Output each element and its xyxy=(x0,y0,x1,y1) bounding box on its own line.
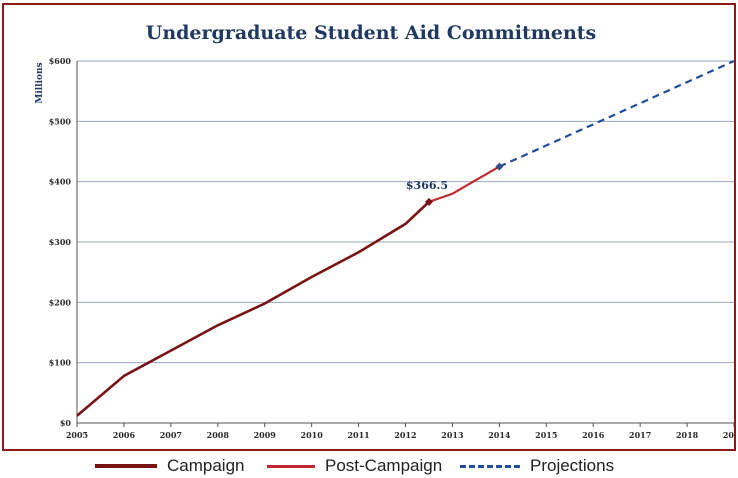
x-tick-label: 2014 xyxy=(488,430,511,440)
legend-swatch-campaign xyxy=(95,464,157,468)
y-tick-label: $200 xyxy=(49,297,72,307)
x-tick-label: 2012 xyxy=(394,430,416,440)
x-tick-label: 2007 xyxy=(160,430,182,440)
legend-label-campaign: Campaign xyxy=(167,456,245,475)
chart-frame: Undergraduate Student Aid Commitments $0… xyxy=(2,3,736,451)
y-tick-label: $0 xyxy=(60,418,72,428)
legend-item-projections: Projections xyxy=(460,455,614,477)
chart-plot: $0 $100 $200 $300 $400 $500 $600 2005 2006 2007 20… xyxy=(35,56,736,440)
x-tick-label: 2005 xyxy=(66,430,88,440)
x-tick-label: 2009 xyxy=(254,430,277,440)
data-point-marker xyxy=(495,162,504,171)
series-line-projections xyxy=(498,59,734,168)
legend-item-campaign: Campaign xyxy=(95,455,245,477)
chart-title: Undergraduate Student Aid Commitments xyxy=(145,22,597,44)
legend-swatch-post-campaign xyxy=(267,464,315,468)
x-tick-label: 2018 xyxy=(676,430,699,440)
x-tick-label: 2019 xyxy=(723,430,736,440)
series-line-campaign xyxy=(76,200,430,417)
legend-label-post-campaign: Post-Campaign xyxy=(325,456,443,475)
y-tick-label: $500 xyxy=(49,116,72,126)
legend-item-post-campaign: Post-Campaign xyxy=(267,455,442,477)
legend-swatch-projections xyxy=(460,464,520,468)
y-tick-label: $300 xyxy=(49,237,72,247)
x-tick-label: 2006 xyxy=(113,430,136,440)
x-tick-label: 2011 xyxy=(347,430,369,440)
y-tick-label: $400 xyxy=(49,177,72,187)
chart-legend: Campaign Post-Campaign Projections xyxy=(0,455,738,477)
x-tick-label: 2013 xyxy=(441,430,464,440)
legend-label-projections: Projections xyxy=(530,456,615,475)
data-point-marker xyxy=(424,197,433,206)
y-tick-label: $100 xyxy=(49,358,72,368)
y-axis-label: Millions xyxy=(35,62,45,103)
y-tick-label: $600 xyxy=(49,56,72,66)
data-label: $366.5 xyxy=(406,179,448,192)
x-tick-label: 2010 xyxy=(301,430,324,440)
x-tick-label: 2017 xyxy=(629,430,651,440)
x-tick-label: 2015 xyxy=(535,430,557,440)
x-tick-label: 2008 xyxy=(207,430,230,440)
x-tick-label: 2016 xyxy=(582,430,605,440)
series-line-post-campaign xyxy=(428,165,500,203)
